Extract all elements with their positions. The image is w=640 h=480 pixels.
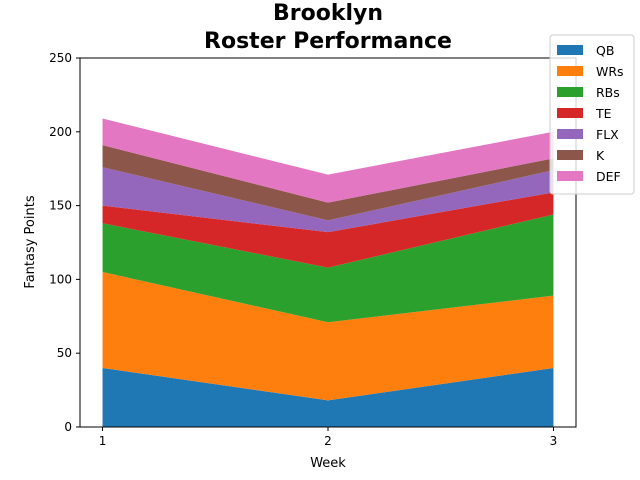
legend-swatch-rbs [557,87,583,97]
area-def [102,118,554,203]
x-tick-label: 2 [324,434,332,448]
y-tick-label: 250 [49,51,72,65]
legend-swatch-flx [557,129,583,139]
y-tick-label: 50 [57,346,72,360]
legend-label-flx: FLX [596,127,619,142]
chart-title-line-1: Brooklyn [273,1,383,26]
legend-swatch-te [557,108,583,118]
legend-swatch-wrs [557,66,583,76]
area-flx [102,167,554,233]
area-qb [102,367,554,427]
legend-label-def: DEF [596,169,621,184]
legend-label-te: TE [595,106,612,121]
y-tick-label: 200 [49,125,72,139]
legend: QB WRs RBs TE FLX K DEF [549,34,635,195]
x-axis-label: Week [310,456,346,471]
y-axis-label: Fantasy Points [23,195,38,288]
x-tick-label: 3 [550,434,558,448]
area-k [102,145,554,221]
legend-swatch-qb [557,45,583,55]
y-tick-label: 100 [49,272,72,286]
area-te [102,192,554,268]
legend-label-rbs: RBs [596,85,620,100]
chart-title-line-2: Roster Performance [204,29,452,54]
y-axis-ticks: 0 50 100 150 200 250 [49,51,80,434]
legend-label-k: K [596,148,605,163]
y-tick-label: 150 [49,199,72,213]
area-wrs [102,272,554,401]
legend-label-qb: QB [596,43,614,58]
legend-label-wrs: WRs [596,64,624,79]
legend-swatch-def [557,171,583,181]
y-tick-label: 0 [64,420,72,434]
legend-swatch-k [557,150,583,160]
x-axis-ticks: 1 2 3 [99,427,558,448]
area-rbs [102,214,554,323]
x-tick-label: 1 [99,434,107,448]
area-layers [102,118,554,427]
